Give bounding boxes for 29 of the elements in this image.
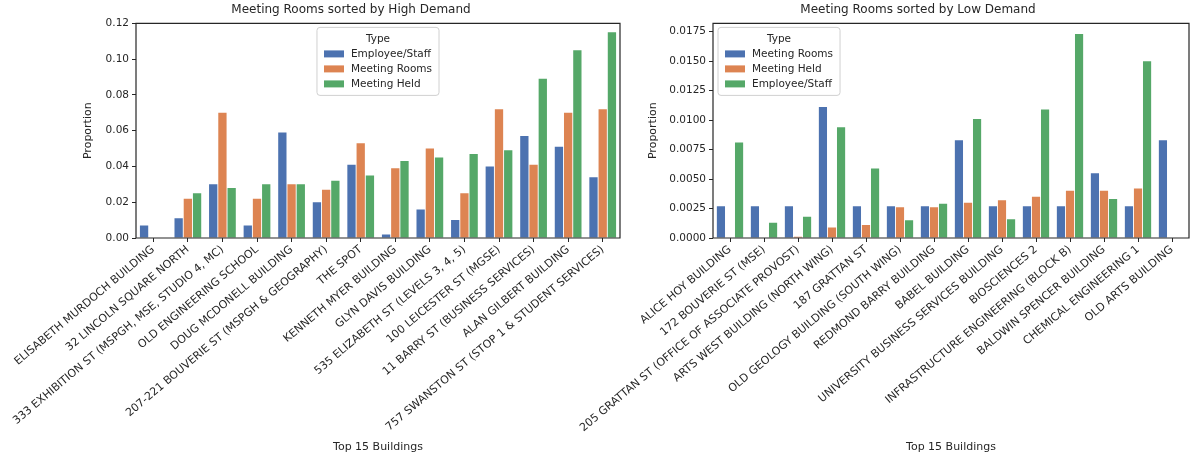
- y-tick-label: 0.10: [105, 51, 129, 64]
- y-tick-label: 0.12: [105, 16, 129, 29]
- y-tick-label: 0.0075: [669, 142, 706, 155]
- legend-label: Employee/Staff: [350, 46, 432, 59]
- y-tick-label: 0.0125: [669, 83, 706, 96]
- legend-title: Type: [765, 31, 792, 44]
- y-tick-label: 0.06: [105, 123, 130, 136]
- legend-label: Employee/Staff: [752, 76, 833, 89]
- y-tick-label: 0.08: [105, 87, 129, 100]
- legend-label: Meeting Held: [350, 76, 421, 89]
- legend-label: Meeting Rooms: [752, 46, 834, 59]
- y-axis-title: Proportion: [81, 102, 95, 160]
- legend-label: Meeting Rooms: [350, 61, 433, 74]
- y-tick-label: 0.0050: [669, 171, 706, 184]
- y-tick-label: 0.0175: [669, 24, 706, 37]
- y-axis-title: Proportion: [646, 102, 660, 160]
- y-tick-label: 0.0025: [669, 201, 706, 214]
- chart-title: Meeting Rooms sorted by Low Demand: [800, 2, 1036, 17]
- y-tick-label: 0.02: [105, 194, 129, 207]
- y-tick-label: 0.04: [105, 159, 130, 172]
- chart-title: Meeting Rooms sorted by High Demand: [231, 2, 471, 17]
- legend-title: Type: [364, 31, 391, 44]
- x-axis-title: Top 15 Buildings: [905, 440, 997, 454]
- y-tick-label: 0.00: [105, 230, 129, 243]
- x-axis-title: Top 15 Buildings: [332, 440, 424, 454]
- y-tick-label: 0.0150: [669, 53, 706, 66]
- legend-label: Meeting Held: [752, 61, 822, 74]
- y-tick-label: 0.0100: [669, 112, 706, 125]
- y-tick-label: 0.0000: [669, 230, 706, 243]
